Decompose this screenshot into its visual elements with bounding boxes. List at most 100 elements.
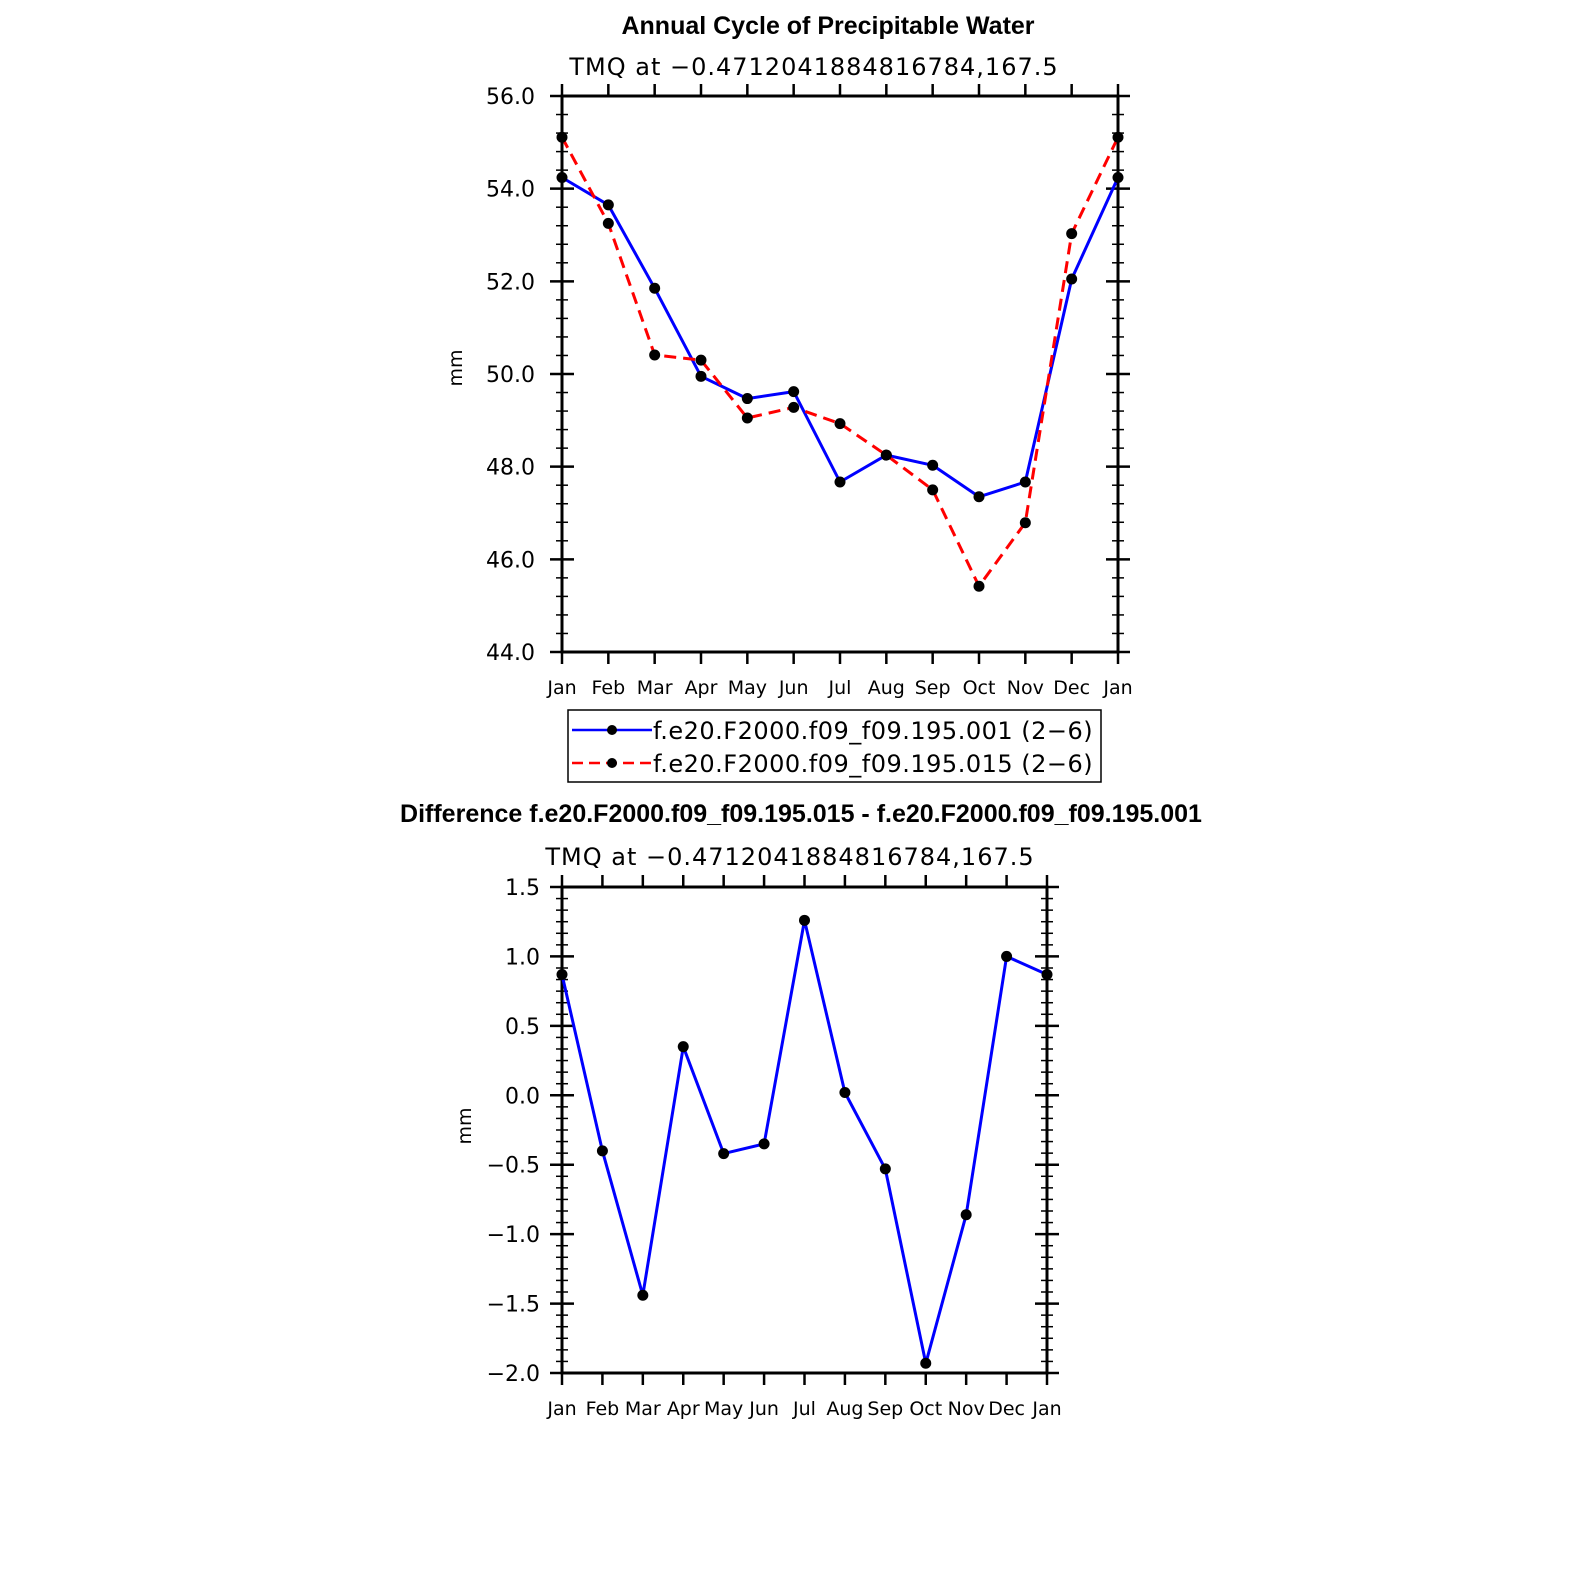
legend-label-1: f.e20.F2000.f09_f09.195.001 (2−6) [653, 717, 1093, 745]
data-point-series-1 [637, 1289, 649, 1301]
y-tick-label: 0.5 [505, 1015, 540, 1040]
chart-subtitle: TMQ at −0.4712041884816784,167.5 [568, 53, 1058, 81]
y-tick-label: 56.0 [486, 85, 535, 110]
x-tick-label: Nov [948, 1398, 985, 1420]
legend-marker-2 [607, 758, 617, 768]
x-tick-label: Feb [586, 1398, 620, 1420]
chart-title: Annual Cycle of Precipitable Water [621, 12, 1034, 40]
x-tick-label: Oct [963, 677, 996, 699]
x-tick-label: Jan [546, 1398, 576, 1420]
data-point-series-1 [834, 476, 846, 488]
data-point-series-1 [556, 172, 568, 184]
y-tick-label: −0.5 [487, 1154, 540, 1179]
y-tick-label: −1.5 [487, 1293, 540, 1318]
y-tick-label: −1.0 [487, 1223, 540, 1248]
x-tick-label: Mar [625, 1398, 661, 1420]
legend-label-2: f.e20.F2000.f09_f09.195.015 (2−6) [653, 750, 1093, 778]
x-tick-label: Feb [592, 677, 626, 699]
data-point-series-2 [602, 217, 614, 229]
difference-chart: Difference f.e20.F2000.f09_f09.195.015 -… [400, 800, 1202, 1420]
y-tick-label: 46.0 [486, 548, 535, 573]
data-point-series-2 [1066, 228, 1078, 240]
x-tick-label: Jan [546, 677, 576, 699]
series-group [556, 914, 1053, 1369]
data-point-series-1 [973, 491, 985, 503]
plot-axes: −2.0 −1.5 −1.0 −0.5 0.0 0.5 1.0 1.5 Jan Feb Mar Apr… [487, 875, 1062, 1420]
x-tick-label: Dec [988, 1398, 1025, 1420]
plot-frame [560, 94, 1120, 654]
data-point-series-1 [920, 1357, 932, 1369]
y-tick-label: 1.5 [505, 876, 540, 901]
data-point-series-1 [758, 1138, 770, 1150]
x-tick-label: May [704, 1398, 743, 1420]
series-group [556, 131, 1124, 592]
x-tick-label: Oct [909, 1398, 942, 1420]
data-point-series-2 [649, 349, 661, 361]
x-tick-label: Aug [826, 1398, 863, 1420]
legend-box [567, 709, 1102, 783]
data-point-series-2 [695, 354, 707, 366]
data-point-series-1 [960, 1209, 972, 1221]
data-point-series-1 [677, 1041, 689, 1053]
x-tick-label: Jun [748, 1398, 779, 1420]
series-line-1 [561, 176, 1120, 499]
plot-frame [560, 885, 1049, 1375]
data-point-series-1 [695, 370, 707, 382]
x-tick-label: Sep [915, 677, 951, 699]
data-point-series-2 [973, 580, 985, 592]
x-tick-label: Jul [792, 1398, 816, 1420]
y-tick-label: 1.0 [505, 945, 540, 970]
x-tick-label: Apr [667, 1398, 700, 1420]
y-tick-label: 0.0 [505, 1084, 540, 1109]
data-point-series-2 [1019, 517, 1031, 529]
annual-cycle-chart: Annual Cycle of Precipitable Water TMQ a… [445, 12, 1133, 783]
data-point-series-1 [1066, 273, 1078, 285]
x-tick-label: Aug [868, 677, 905, 699]
y-axis-label: mm [445, 349, 467, 386]
data-point-series-1 [927, 459, 939, 471]
data-point-series-1 [556, 968, 568, 980]
chart-title: Difference f.e20.F2000.f09_f09.195.015 -… [400, 800, 1202, 828]
y-tick-label: 44.0 [486, 641, 535, 666]
data-point-series-1 [1001, 950, 1013, 962]
data-point-series-1 [741, 393, 753, 405]
data-point-series-2 [834, 418, 846, 430]
y-tick-label: −2.0 [487, 1362, 540, 1387]
x-tick-label: Dec [1053, 677, 1090, 699]
data-point-series-1 [718, 1148, 730, 1160]
data-point-series-1 [649, 282, 661, 294]
x-tick-label: Jan [1031, 1398, 1061, 1420]
data-point-series-1 [799, 914, 810, 926]
data-point-series-1 [879, 1163, 891, 1175]
series-line-1 [560, 918, 1048, 1365]
y-tick-label: 50.0 [486, 363, 535, 388]
y-tick-label: 52.0 [486, 270, 535, 295]
y-axis-label: mm [454, 1107, 476, 1144]
data-point-series-2 [741, 412, 753, 424]
x-tick-label: Sep [867, 1398, 903, 1420]
y-tick-label: 48.0 [486, 456, 535, 481]
data-point-series-1 [1112, 172, 1124, 184]
data-point-series-1 [788, 386, 800, 398]
data-point-series-2 [1112, 131, 1124, 143]
data-point-series-1 [596, 1145, 608, 1157]
x-tick-label: Jan [1102, 677, 1132, 699]
data-point-series-2 [927, 484, 939, 496]
legend: f.e20.F2000.f09_f09.195.001 (2−6) f.e20.… [567, 709, 1102, 783]
data-point-series-2 [788, 401, 800, 413]
data-point-series-1 [1019, 476, 1031, 488]
data-point-series-2 [880, 449, 892, 461]
x-tick-label: Jun [778, 677, 809, 699]
legend-marker-1 [607, 725, 617, 735]
plot-axes: 44.0 46.0 48.0 50.0 52.0 54.0 56.0 Jan Feb Mar Apr… [486, 84, 1133, 699]
data-point-series-1 [839, 1087, 851, 1099]
x-tick-label: Nov [1007, 677, 1044, 699]
data-point-series-1 [602, 199, 614, 211]
series-line-2 [560, 136, 1120, 588]
x-tick-label: Jul [828, 677, 852, 699]
x-tick-label: Mar [637, 677, 673, 699]
x-tick-label: Apr [685, 677, 718, 699]
data-point-series-2 [556, 131, 568, 143]
y-tick-label: 54.0 [486, 178, 535, 203]
